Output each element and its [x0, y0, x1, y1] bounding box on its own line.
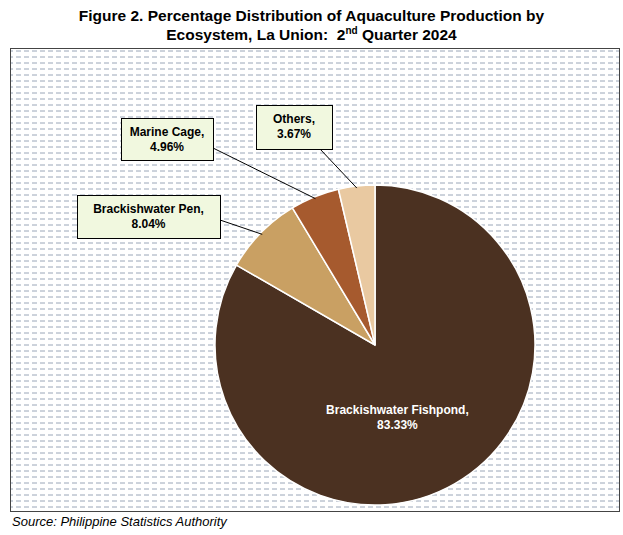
chart-root: Figure 2. Percentage Distribution of Aqu…	[0, 0, 623, 535]
pie-slice	[338, 185, 375, 345]
slices	[215, 185, 535, 505]
label-box	[257, 106, 333, 150]
chart-svg: Brackishwater Fishpond,83.33% Brackishwat…	[0, 0, 623, 535]
pie-slice	[215, 185, 535, 505]
source: Source: Philippine Statistics Authority	[12, 514, 227, 529]
slice-category: Marine Cage,	[130, 125, 205, 139]
leader-line	[220, 220, 262, 234]
data-labels: Brackishwater Fishpond,83.33% Brackishwat…	[78, 106, 469, 432]
slice-value: 3.67%	[277, 127, 311, 141]
label-box	[122, 119, 214, 161]
slice-category: Brackishwater Pen,	[93, 202, 204, 216]
plot-frame	[11, 49, 620, 512]
slice-value: 83.33%	[377, 418, 418, 432]
title-box: Figure 2. Percentage Distribution of Aqu…	[0, 6, 623, 44]
leader-line	[213, 148, 315, 199]
slice-value: 8.04%	[131, 217, 165, 231]
slice-category: Others,	[273, 112, 315, 126]
title: Figure 2. Percentage Distribution of Aqu…	[72, 6, 552, 44]
slice-category: Brackishwater Fishpond,	[326, 403, 469, 417]
slice-value: 4.96%	[150, 140, 184, 154]
label-box	[78, 196, 221, 239]
leader-line	[320, 149, 357, 188]
